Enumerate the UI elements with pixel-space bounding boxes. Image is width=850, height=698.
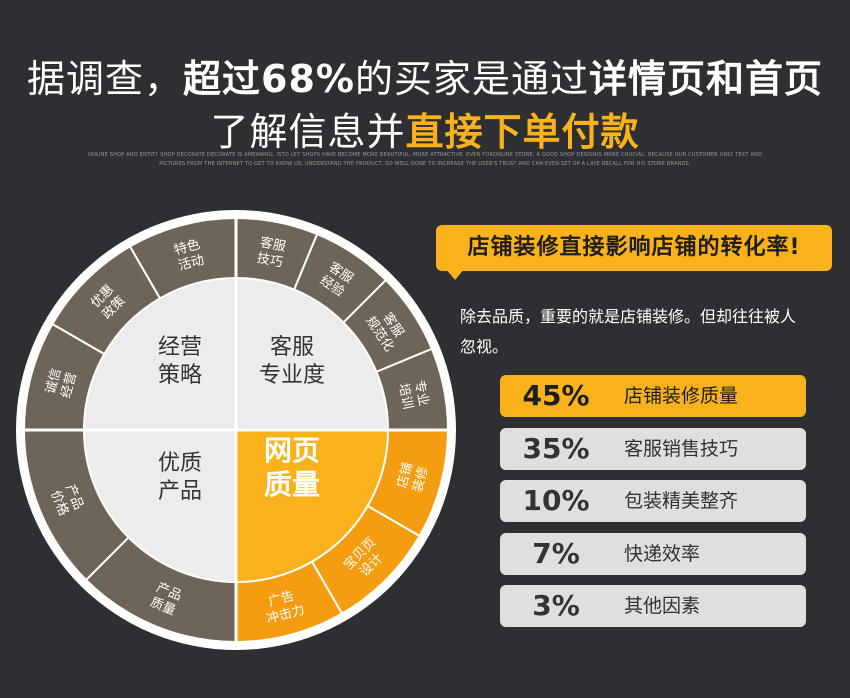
headline-line-1: 据调查，超过68%的买家是通过详情页和首页 bbox=[0, 48, 850, 103]
headline-text: 了解信息并 bbox=[210, 110, 406, 154]
quadrant-label: 客服 bbox=[270, 335, 314, 360]
outer-segment-text: 店铺 bbox=[395, 461, 416, 490]
stat-label: 客服销售技巧 bbox=[624, 437, 739, 460]
stat-row: 7% 快递效率 bbox=[500, 532, 806, 575]
stat-row: 45% 店铺装修质量 bbox=[500, 375, 806, 417]
quadrant-label: 产品 bbox=[158, 479, 202, 504]
headline-text: 的买家是通过 bbox=[354, 57, 589, 101]
wheel-quadrant bbox=[84, 430, 236, 582]
english-subtext-1: ONLINE SHOP AND ENTITY SHOP DECORATE DEC… bbox=[87, 152, 762, 158]
callout-description: 除去品质，重要的就是店铺装修。但却往往被人忽视。 bbox=[460, 307, 797, 356]
headline-highlight: 直接下单付款 bbox=[405, 110, 640, 154]
stat-percent: 10% bbox=[522, 484, 590, 517]
outer-segment-text: 客服 bbox=[259, 234, 288, 255]
stat-percent: 45% bbox=[522, 379, 590, 412]
english-subtext-2: PICTURES FROM THE INTERNET TO GET TO KNO… bbox=[159, 161, 691, 167]
headline-highlight: 超过68% bbox=[183, 57, 355, 101]
outer-segment-text: 培训 bbox=[395, 382, 416, 411]
quadrant-label: 网页 bbox=[264, 434, 320, 467]
stat-percent: 3% bbox=[532, 589, 580, 622]
stat-label: 店铺装修质量 bbox=[624, 385, 739, 407]
headline-highlight: 详情页和首页 bbox=[588, 57, 823, 101]
headline-line-2: 了解信息并直接下单付款 bbox=[0, 101, 850, 156]
wheel-quadrant bbox=[236, 430, 388, 582]
outer-segment-text: 装修 bbox=[410, 465, 431, 494]
outer-segment-text: 经营 bbox=[59, 371, 80, 400]
quadrant-label: 专业度 bbox=[259, 363, 325, 388]
tag-pointer bbox=[445, 268, 465, 280]
quadrant-label: 优质 bbox=[158, 451, 202, 476]
stat-row: 35% 客服销售技巧 bbox=[500, 427, 806, 470]
stat-row: 10% 包装精美整齐 bbox=[500, 480, 806, 522]
wheel-quadrant bbox=[84, 278, 236, 430]
stat-percent: 35% bbox=[522, 431, 590, 465]
stat-label: 包装精美整齐 bbox=[624, 490, 739, 512]
outer-segment-text: 广告 bbox=[267, 589, 296, 610]
stat-label: 快递效率 bbox=[624, 542, 701, 565]
quadrant-label: 策略 bbox=[158, 363, 202, 388]
quadrant-label: 质量 bbox=[264, 468, 320, 501]
outer-segment-text: 诚信 bbox=[43, 367, 64, 396]
outer-segment-label: 店铺装修 bbox=[395, 461, 432, 494]
outer-segment-text: 特色 bbox=[172, 236, 201, 258]
stat-percent: 7% bbox=[532, 536, 580, 570]
headline-text: 据调查， bbox=[26, 57, 183, 101]
outer-segment-text: 活动 bbox=[177, 253, 206, 274]
wheel-quadrant bbox=[236, 278, 388, 430]
quadrant-label: 经营 bbox=[158, 335, 202, 360]
conversion-tag: 店铺装修直接影响店铺的转化率! bbox=[436, 225, 832, 271]
outer-segment-text: 技巧 bbox=[255, 251, 283, 271]
stat-row: 3% 其他因素 bbox=[500, 585, 806, 627]
stat-label: 其他因素 bbox=[624, 595, 701, 617]
outer-segment-text: 专业 bbox=[411, 379, 431, 407]
